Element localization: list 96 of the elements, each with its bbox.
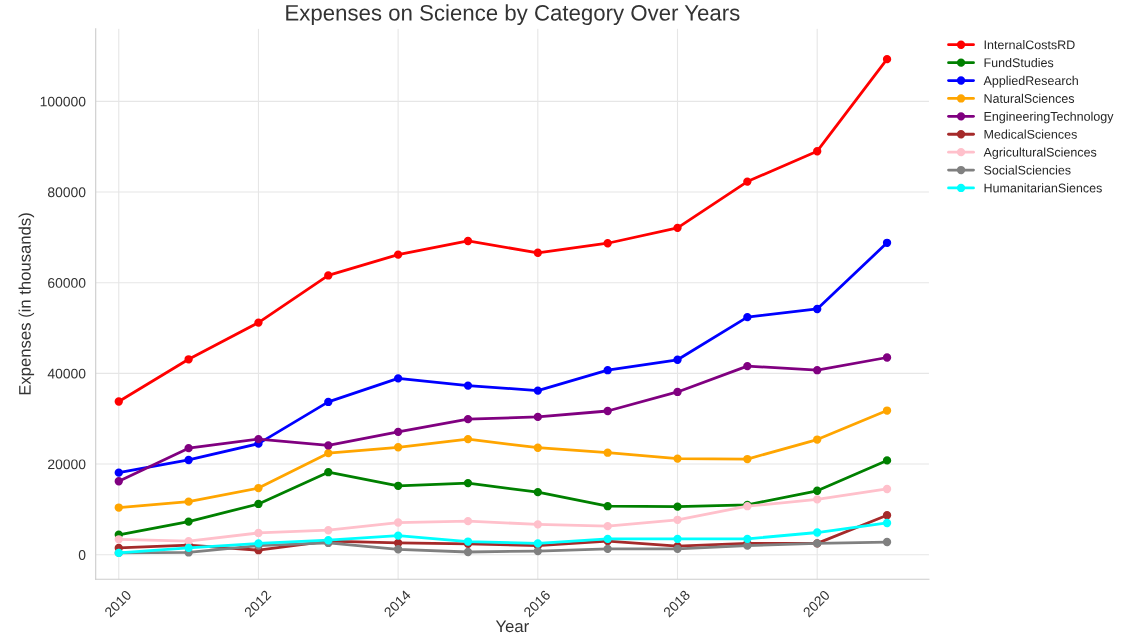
point <box>603 406 612 416</box>
point <box>114 468 123 477</box>
point <box>324 526 333 535</box>
point <box>673 387 682 397</box>
point <box>533 443 542 452</box>
point <box>393 427 403 437</box>
point <box>882 238 892 247</box>
point <box>603 448 612 457</box>
point <box>743 534 752 544</box>
point <box>463 381 473 390</box>
point <box>743 177 752 186</box>
point <box>882 406 892 415</box>
point <box>324 397 333 407</box>
legend-label: InternalCostsRD <box>984 40 1075 50</box>
point <box>463 547 473 557</box>
point <box>533 386 542 395</box>
point <box>813 304 822 314</box>
point <box>882 55 892 64</box>
point <box>882 353 892 362</box>
point <box>254 318 263 327</box>
point <box>463 434 473 444</box>
y-tick-label: 100000 <box>40 96 86 107</box>
point <box>324 441 333 450</box>
point <box>603 502 612 511</box>
point <box>673 355 682 364</box>
point <box>184 455 193 465</box>
point <box>463 517 473 526</box>
point <box>393 518 403 527</box>
point <box>673 534 682 544</box>
point <box>533 520 542 529</box>
point <box>813 147 822 156</box>
point <box>324 468 333 477</box>
y-axis-title: Expenses (in thousands) <box>18 213 35 395</box>
point <box>813 366 822 375</box>
y-tick-label: 0 <box>78 550 86 560</box>
x-axis-title: Year <box>495 620 529 633</box>
point <box>673 454 682 463</box>
point <box>882 518 892 528</box>
legend-label: AppliedResearch <box>983 75 1078 88</box>
y-tick-label: 60000 <box>48 278 86 288</box>
point <box>254 499 263 509</box>
point <box>114 535 123 544</box>
y-tick-label: 40000 <box>47 368 86 379</box>
legend-label: EngineeringTechnology <box>984 111 1114 124</box>
legend-label: MedicalSciences <box>984 129 1077 139</box>
point <box>393 481 403 490</box>
point <box>603 544 612 553</box>
point <box>533 248 542 257</box>
point <box>463 414 473 424</box>
point <box>603 521 612 531</box>
point <box>673 223 682 232</box>
point <box>114 477 123 486</box>
point <box>673 515 682 524</box>
y-tick-label: 20000 <box>48 459 86 470</box>
legend-label: NaturalSciences <box>984 93 1075 103</box>
legend-label: HumanitarianSiences <box>984 183 1102 193</box>
point <box>743 312 752 322</box>
point <box>254 434 263 444</box>
point <box>114 397 123 406</box>
point <box>254 483 263 493</box>
point <box>813 486 822 495</box>
point <box>184 497 193 506</box>
point <box>813 528 822 537</box>
point <box>882 511 892 520</box>
point <box>184 444 193 453</box>
point <box>813 435 822 444</box>
point <box>533 412 542 422</box>
point <box>533 487 542 497</box>
legend-label: FundStudies <box>984 57 1054 68</box>
point <box>184 517 193 526</box>
y-tick-label: 80000 <box>47 187 86 198</box>
legend-label: AgriculturalSciences <box>983 147 1097 160</box>
point <box>813 495 822 504</box>
point <box>533 546 542 556</box>
point <box>184 355 193 364</box>
legend-label: SocialSciencies <box>984 165 1071 175</box>
point <box>743 454 752 464</box>
point <box>324 448 333 458</box>
point <box>254 528 263 538</box>
point <box>393 443 403 452</box>
point <box>603 239 612 248</box>
point <box>393 374 403 383</box>
chart-title: Expenses on Science by Category Over Years <box>286 4 740 26</box>
point <box>393 545 403 554</box>
point <box>114 503 123 512</box>
point <box>673 502 682 511</box>
point <box>882 484 892 494</box>
point <box>603 366 612 375</box>
point <box>882 537 892 547</box>
point <box>393 250 403 259</box>
point <box>324 271 333 280</box>
point <box>882 456 892 465</box>
point <box>393 531 403 540</box>
point <box>463 236 473 246</box>
point <box>463 478 473 488</box>
point <box>743 361 752 371</box>
